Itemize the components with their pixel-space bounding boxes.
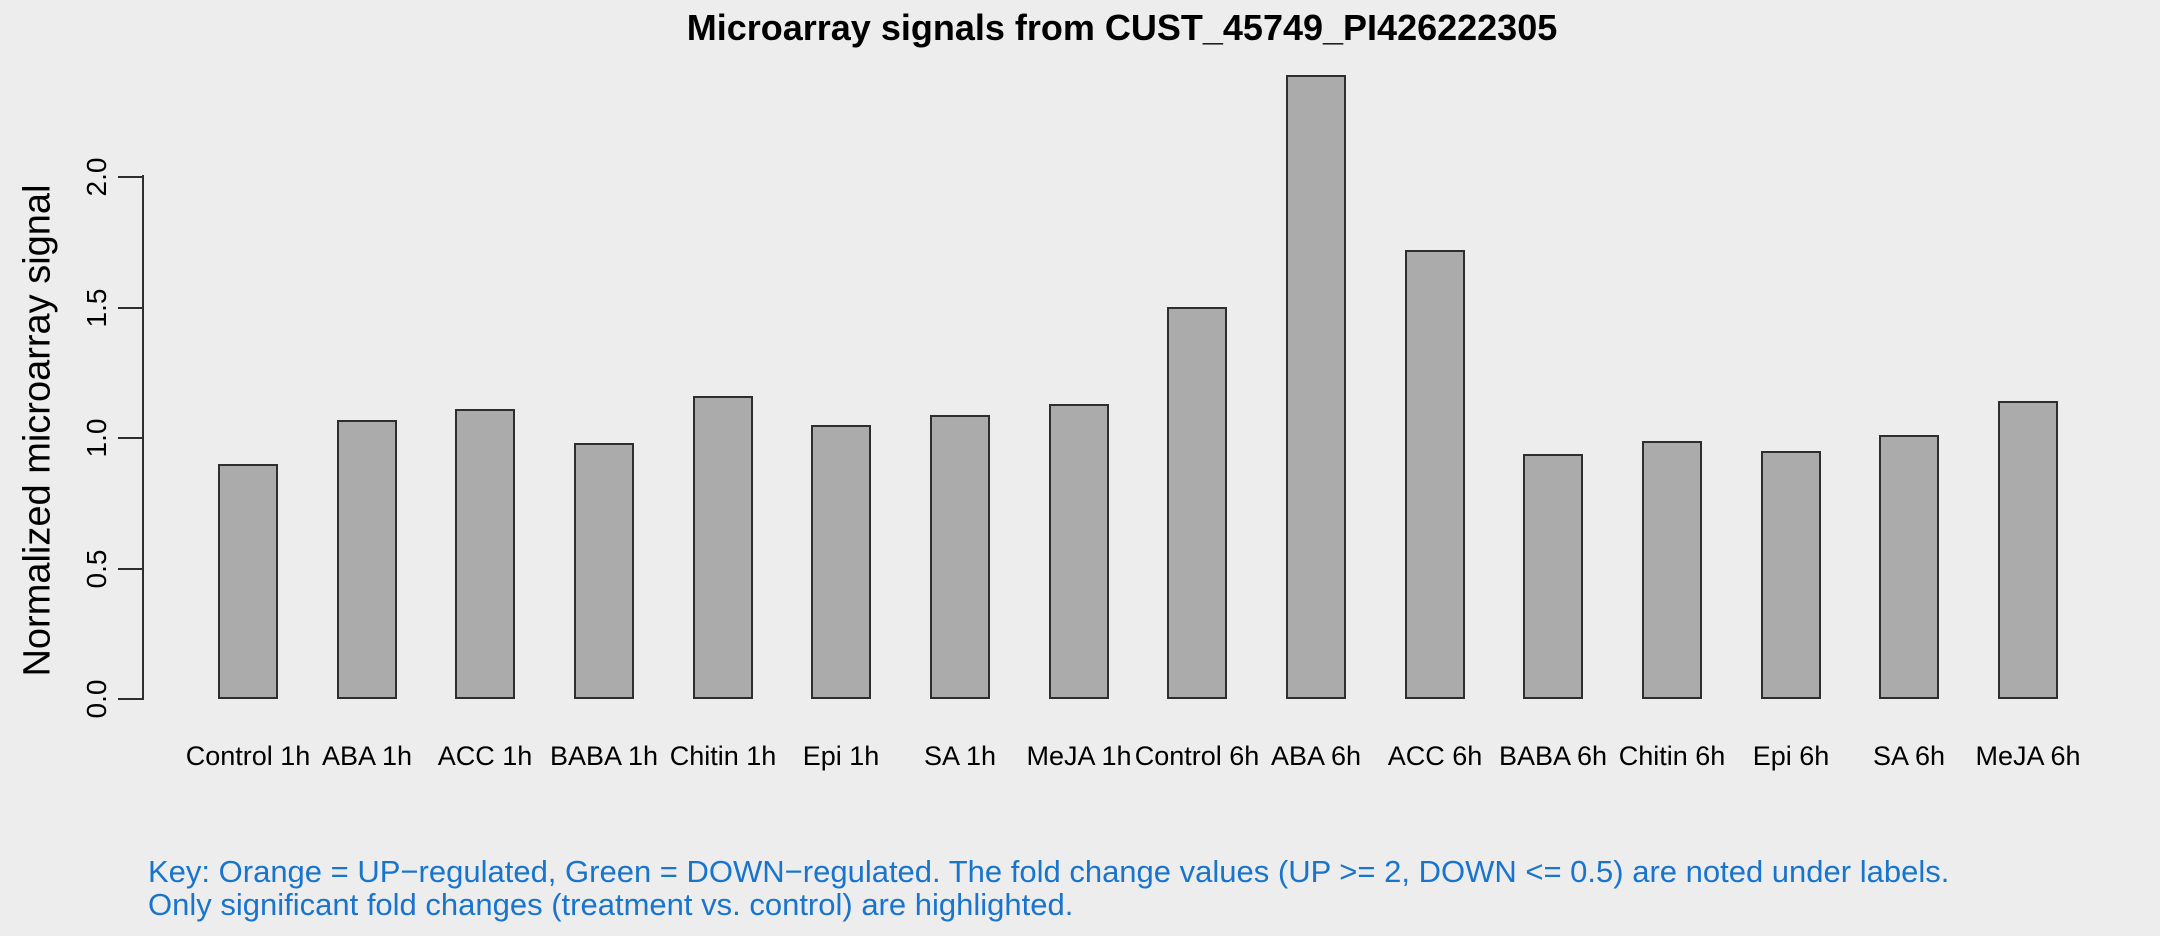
- x-axis-label: SA 1h: [923, 741, 997, 771]
- y-tick-mark: [118, 698, 144, 700]
- y-tick-label: 0.5: [81, 549, 112, 589]
- x-axis-label: Control 1h: [185, 741, 311, 771]
- bar-epi-6h: [1761, 451, 1821, 699]
- bar-sa-6h: [1879, 435, 1939, 699]
- bar-baba-6h: [1523, 454, 1583, 699]
- bar-epi-1h: [811, 425, 871, 699]
- x-axis-label: SA 6h: [1872, 741, 1946, 771]
- bar-acc-1h: [455, 409, 515, 699]
- x-axis-label: MeJA 1h: [1026, 741, 1132, 771]
- y-tick-mark: [118, 568, 144, 570]
- bar-meja-1h: [1049, 404, 1109, 699]
- x-axis-label: ABA 6h: [1270, 741, 1362, 771]
- y-tick-label: 2.0: [81, 157, 112, 197]
- y-tick-mark: [118, 176, 144, 178]
- bar-chitin-1h: [693, 396, 753, 699]
- x-axis-label: BABA 1h: [549, 741, 659, 771]
- bar-sa-1h: [930, 415, 990, 699]
- y-tick-label: 0.0: [81, 679, 112, 719]
- y-tick-label: 1.5: [81, 288, 112, 328]
- y-axis-label-container: Normalized microarray signal: [6, 140, 70, 720]
- bar-acc-6h: [1405, 250, 1465, 699]
- bar-baba-1h: [574, 443, 634, 699]
- bar-control-6h: [1167, 307, 1227, 699]
- x-axis-label: Chitin 1h: [669, 741, 777, 771]
- x-axis-label: ACC 6h: [1387, 741, 1483, 771]
- x-axis-label: Control 6h: [1134, 741, 1260, 771]
- y-tick-label: 1.0: [81, 418, 112, 458]
- x-axis-label: MeJA 6h: [1975, 741, 2081, 771]
- y-axis-label: Normalized microarray signal: [16, 183, 59, 677]
- bar-aba-6h: [1286, 75, 1346, 699]
- x-axis-label: ABA 1h: [321, 741, 413, 771]
- chart-title: Microarray signals from CUST_45749_PI426…: [686, 7, 1558, 48]
- bar-meja-6h: [1998, 401, 2058, 699]
- x-axis-label: Chitin 6h: [1618, 741, 1726, 771]
- bar-control-1h: [218, 464, 278, 699]
- bar-chitin-6h: [1642, 441, 1702, 699]
- y-tick-mark: [118, 437, 144, 439]
- y-tick-mark: [118, 307, 144, 309]
- x-axis-label: BABA 6h: [1498, 741, 1608, 771]
- key-text-line-2: Only significant fold changes (treatment…: [148, 887, 1074, 922]
- x-axis-label: ACC 1h: [437, 741, 533, 771]
- bar-aba-1h: [337, 420, 397, 699]
- key-text-line-1: Key: Orange = UP−regulated, Green = DOWN…: [148, 854, 1950, 889]
- x-axis-label: Epi 6h: [1752, 741, 1830, 771]
- x-axis-label: Epi 1h: [802, 741, 880, 771]
